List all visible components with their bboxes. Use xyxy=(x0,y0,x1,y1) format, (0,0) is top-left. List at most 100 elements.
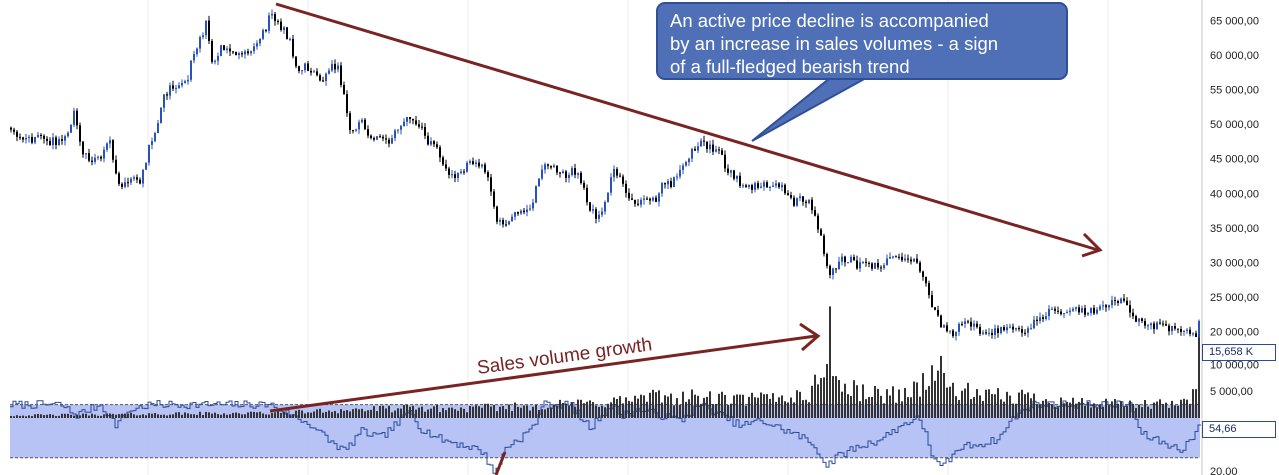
candle-body xyxy=(1132,312,1134,317)
volume-bar xyxy=(610,402,612,418)
volume-bar xyxy=(907,397,909,418)
candle-body xyxy=(196,48,198,55)
volume-bar xyxy=(1105,398,1107,418)
volume-bar xyxy=(1063,403,1065,418)
volume-bar xyxy=(367,410,369,418)
candle-body xyxy=(1003,327,1005,331)
volume-bar xyxy=(700,403,702,418)
candle-body xyxy=(280,21,282,30)
candle-body xyxy=(1051,308,1053,310)
volume-bar xyxy=(625,397,627,418)
candle-body xyxy=(166,94,168,96)
volume-bar xyxy=(217,414,219,418)
candle-body xyxy=(394,130,396,139)
volume-bar xyxy=(295,410,297,418)
volume-bar xyxy=(730,403,732,418)
volume-bar xyxy=(1108,405,1110,418)
candle-body xyxy=(301,70,303,72)
volume-bar xyxy=(109,413,111,418)
price-candles xyxy=(10,9,1200,341)
volume-bar xyxy=(1072,397,1074,418)
candle-body xyxy=(547,164,549,166)
candle-body xyxy=(631,198,633,200)
candle-body xyxy=(262,30,264,39)
candle-body xyxy=(859,262,861,269)
candle-body xyxy=(253,46,255,52)
candle-body xyxy=(739,175,741,186)
volume-bar xyxy=(754,397,756,418)
volume-bar xyxy=(649,392,651,418)
volume-bar xyxy=(1165,402,1167,418)
candle-body xyxy=(553,165,555,168)
candle-body xyxy=(949,330,951,332)
candle-body xyxy=(202,35,204,37)
candle-body xyxy=(520,210,522,214)
candle-body xyxy=(856,260,858,269)
volume-bar xyxy=(214,412,216,418)
volume-bar xyxy=(511,411,513,418)
candle-body xyxy=(259,38,261,44)
volume-bar xyxy=(622,403,624,418)
volume-bar xyxy=(1054,406,1056,418)
volume-bar xyxy=(994,394,996,418)
volume-bar xyxy=(460,407,462,418)
candle-body xyxy=(661,183,663,194)
candle-body xyxy=(121,183,123,187)
candle-body xyxy=(1015,328,1017,330)
candle-body xyxy=(1024,332,1026,334)
candle-body xyxy=(295,56,297,67)
volume-bar xyxy=(871,397,873,418)
candle-body xyxy=(415,120,417,125)
volume-bar xyxy=(271,412,273,418)
candle-body xyxy=(925,276,927,284)
volume-bar xyxy=(850,396,852,418)
volume-bar xyxy=(16,415,18,418)
volume-bar xyxy=(892,386,894,418)
volume-bar xyxy=(712,404,714,418)
volume-bar xyxy=(355,408,357,418)
volume-bar xyxy=(760,392,762,418)
volume-bar xyxy=(628,400,630,418)
candle-body xyxy=(325,73,327,81)
volume-bar xyxy=(547,407,549,418)
candle-body xyxy=(1099,306,1101,310)
candle-body xyxy=(319,75,321,81)
volume-bar xyxy=(259,411,261,418)
candle-body xyxy=(667,181,669,185)
candle-body xyxy=(679,169,681,177)
candle-body xyxy=(580,172,582,184)
volume-bar xyxy=(1039,404,1041,418)
volume-bar xyxy=(409,406,411,418)
candle-body xyxy=(1159,322,1161,324)
candle-body xyxy=(670,181,672,187)
candle-body xyxy=(328,70,330,74)
candle-body xyxy=(1162,323,1164,325)
candle-body xyxy=(229,48,231,52)
volume-bar xyxy=(961,390,963,418)
volume-bar xyxy=(574,406,576,418)
volume-bar xyxy=(640,394,642,418)
volume-bar xyxy=(673,405,675,418)
volume-bar xyxy=(1138,404,1140,418)
candle-body xyxy=(604,202,606,212)
candle-body xyxy=(340,65,342,85)
volume-bar xyxy=(835,376,837,418)
candle-body xyxy=(91,160,93,162)
volume-bar xyxy=(769,398,771,418)
volume-bar xyxy=(856,385,858,418)
candle-body xyxy=(847,262,849,264)
candle-body xyxy=(790,195,792,198)
candle-body xyxy=(199,36,201,49)
candle-body xyxy=(733,170,735,179)
candle-body xyxy=(307,63,309,71)
candle-body xyxy=(727,168,729,173)
candle-body xyxy=(745,185,747,187)
candle-body xyxy=(718,149,720,151)
volume-bar xyxy=(205,411,207,418)
volume-bar xyxy=(613,397,615,418)
volume-bar xyxy=(1042,400,1044,418)
volume-bar xyxy=(757,397,759,418)
candle-body xyxy=(1006,327,1008,331)
